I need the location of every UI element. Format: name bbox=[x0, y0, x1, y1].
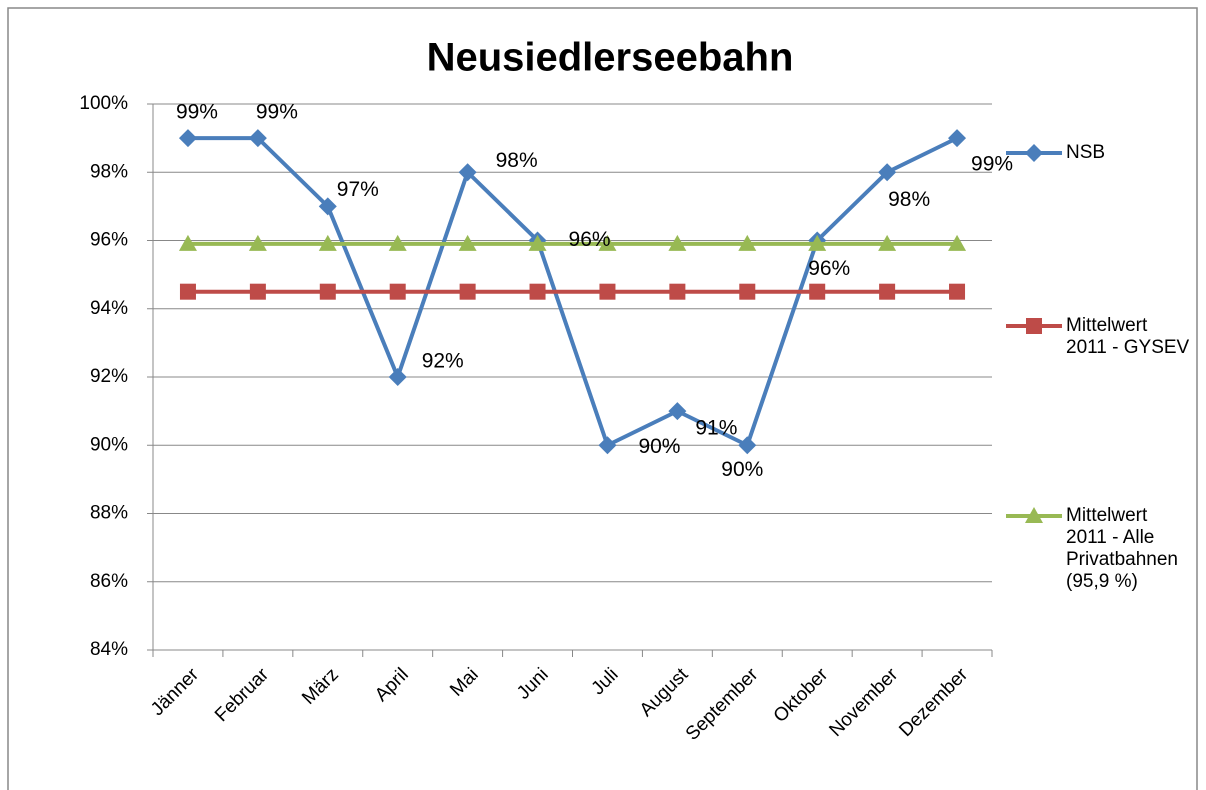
marker bbox=[948, 234, 967, 251]
marker bbox=[738, 436, 757, 455]
marker bbox=[248, 234, 267, 251]
marker bbox=[179, 283, 196, 300]
data-label: 99% bbox=[256, 101, 298, 124]
data-label: 90% bbox=[638, 435, 680, 458]
data-label: 90% bbox=[721, 458, 763, 481]
y-tick-label: 86% bbox=[90, 571, 128, 592]
marker bbox=[458, 234, 477, 251]
legend-entry: NSB bbox=[1066, 142, 1106, 163]
marker bbox=[948, 129, 967, 148]
y-tick-label: 88% bbox=[90, 503, 128, 524]
marker bbox=[668, 402, 687, 421]
marker bbox=[248, 129, 267, 148]
marker bbox=[949, 283, 966, 300]
data-label: 98% bbox=[496, 149, 538, 172]
marker bbox=[1025, 144, 1043, 162]
marker bbox=[388, 234, 407, 251]
marker bbox=[1026, 318, 1042, 334]
marker bbox=[598, 234, 617, 251]
data-label: 97% bbox=[337, 178, 379, 201]
data-label: 98% bbox=[888, 188, 930, 211]
marker bbox=[459, 283, 476, 300]
data-label: 91% bbox=[695, 417, 737, 440]
marker bbox=[1025, 507, 1043, 523]
y-tick-label: 98% bbox=[90, 161, 128, 182]
marker bbox=[389, 283, 406, 300]
marker bbox=[528, 234, 547, 251]
marker bbox=[738, 234, 757, 251]
series-line bbox=[187, 136, 958, 448]
y-tick-label: 100% bbox=[79, 93, 128, 114]
marker bbox=[458, 163, 477, 182]
y-tick-label: 90% bbox=[90, 434, 128, 455]
marker bbox=[668, 234, 687, 251]
marker bbox=[599, 283, 616, 300]
data-label: 96% bbox=[569, 228, 611, 251]
y-tick-label: 96% bbox=[90, 230, 128, 251]
marker bbox=[879, 283, 896, 300]
data-label: 99% bbox=[176, 101, 218, 124]
marker bbox=[739, 283, 756, 300]
marker bbox=[529, 283, 546, 300]
legend-entry: Mittelwert 2011 - GYSEV bbox=[1066, 315, 1190, 358]
marker bbox=[319, 283, 336, 300]
data-label: 92% bbox=[422, 350, 464, 373]
marker bbox=[318, 197, 337, 216]
marker bbox=[178, 234, 197, 251]
chart-title: Neusiedlerseebahn bbox=[427, 36, 794, 80]
y-tick-label: 92% bbox=[90, 366, 128, 387]
marker bbox=[878, 163, 897, 182]
marker bbox=[249, 283, 266, 300]
marker bbox=[318, 234, 337, 251]
marker bbox=[388, 368, 407, 386]
marker bbox=[809, 283, 826, 300]
legend-entry: Mittelwert 2011 - Alle Privatbahnen (95,… bbox=[1066, 505, 1178, 592]
marker bbox=[808, 234, 827, 251]
marker bbox=[178, 129, 197, 148]
y-tick-label: 84% bbox=[90, 639, 128, 660]
data-label: 99% bbox=[971, 153, 1013, 176]
marker bbox=[878, 234, 897, 251]
y-tick-label: 94% bbox=[90, 298, 128, 319]
marker bbox=[598, 436, 617, 455]
marker bbox=[669, 283, 686, 300]
data-label: 96% bbox=[808, 257, 850, 280]
